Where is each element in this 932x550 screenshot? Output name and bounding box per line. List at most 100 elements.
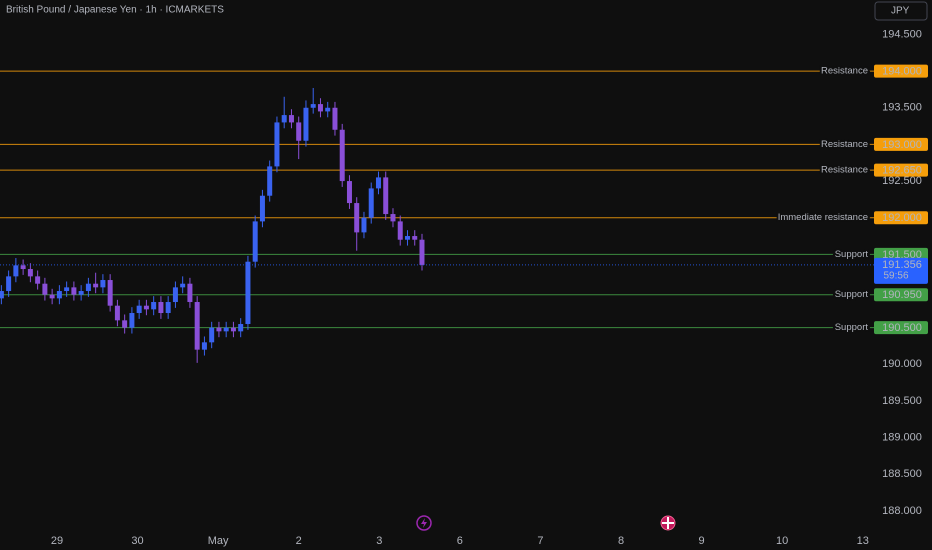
candle-body [303,107,309,141]
candle-body [64,287,70,292]
candle-body [397,221,403,240]
candle-body [245,261,251,325]
candle-body [129,313,135,328]
candle-body [143,305,149,310]
level-value-label: 190.950 [882,289,922,301]
candle-body [56,291,62,299]
candle-body [180,283,186,288]
candle-body [238,324,244,332]
level-name: Resistance [821,165,868,176]
level-name: Support [835,289,869,300]
x-tick-label: 30 [131,535,143,547]
candle-body [419,239,425,265]
candle-body [122,320,128,328]
candle-body [0,291,4,299]
candle-body [346,181,352,204]
candle-body [230,327,236,332]
candle-body [259,195,265,222]
level-name: Resistance [821,66,868,77]
candle-body [42,283,48,295]
x-tick-label: 3 [376,535,382,547]
candle-body [354,203,360,233]
candle-body [107,280,113,306]
level-value-box [874,321,928,335]
candle-body [187,283,193,303]
candle-body [216,327,222,332]
candle-body [100,280,106,288]
candle-body [71,287,77,295]
y-tick-label: 188.500 [882,468,922,480]
chart-title: British Pound / Japanese Yen · 1h · ICMA… [6,5,224,16]
candle-body [412,236,418,240]
level-value-label: 191.500 [882,249,922,261]
level-value-label: 190.500 [882,322,922,334]
candle-body [201,342,207,350]
candle-body [274,122,280,167]
candle-body [288,115,294,123]
candle-body [281,115,287,123]
level-value-box [874,163,928,177]
candle-body [332,107,338,130]
candle-body [375,177,381,189]
candle-body [361,217,367,233]
candle-body [339,129,345,182]
level-name: Resistance [821,139,868,150]
candle-body [85,283,91,292]
level-name: Support [835,249,869,260]
candle-body [368,188,374,218]
candle-body [93,283,99,288]
candle-body [296,122,302,141]
candle-body [165,302,171,314]
x-tick-label: 13 [857,535,869,547]
candle-body [78,291,84,295]
y-tick-label: 194.500 [882,28,922,40]
candle-body [6,276,12,292]
candle-body [20,265,26,270]
candle-body [35,276,41,284]
level-value-box [874,247,928,261]
x-tick-label: 8 [618,535,624,547]
candle-body [136,305,142,314]
candle-body [223,327,229,332]
level-value-label: 194.000 [882,66,922,78]
x-tick-label: 29 [51,535,63,547]
y-tick-label: 188.000 [882,505,922,517]
x-tick-label: 2 [296,535,302,547]
level-value-box [874,288,928,302]
x-tick-label: 9 [699,535,705,547]
currency-button[interactable] [874,1,928,21]
candle-body [49,294,55,299]
level-value-label: 192.650 [882,164,922,176]
candle-body [252,221,258,262]
candle-body [209,327,215,343]
candle-body [151,302,157,310]
event-icon[interactable] [416,515,432,531]
level-value-box [874,137,928,151]
last-price-box [874,257,928,284]
candle-body [172,287,178,303]
y-tick-label: 190.000 [882,358,922,370]
y-tick-label: 192.500 [882,175,922,187]
level-name: Support [835,322,869,333]
currency-label[interactable]: JPY [891,6,910,17]
level-value-label: 193.000 [882,139,922,151]
level-value-box [874,64,928,78]
level-value-label: 192.000 [882,212,922,224]
x-tick-label: 7 [537,535,543,547]
flag-icon[interactable] [660,515,676,531]
last-price-label: 191.356 [882,259,922,271]
candle-body [404,236,410,240]
candle-body [325,107,331,112]
candle-body [390,214,396,222]
countdown-label: 59:56 [883,271,908,282]
candle-body [13,265,19,277]
candle-body [27,269,33,277]
candle-body [194,302,200,350]
candle-body [383,177,389,215]
level-name: Immediate resistance [778,212,868,223]
candle-body [267,166,273,196]
candle-body [317,104,323,112]
